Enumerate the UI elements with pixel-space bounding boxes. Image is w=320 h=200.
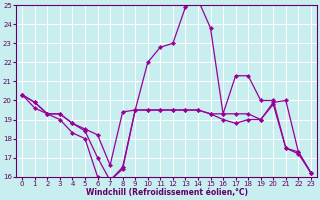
- X-axis label: Windchill (Refroidissement éolien,°C): Windchill (Refroidissement éolien,°C): [85, 188, 248, 197]
